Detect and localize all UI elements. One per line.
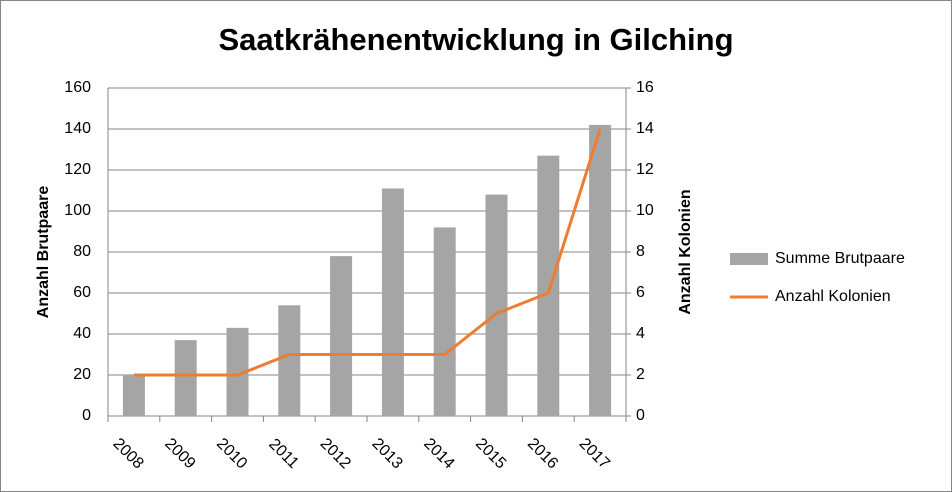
bar — [226, 327, 249, 416]
y2-tick-label: 8 — [636, 243, 645, 260]
y-tick-label: 40 — [73, 325, 91, 342]
y-tick-label: 120 — [64, 161, 91, 178]
bar — [122, 375, 145, 416]
legend-label: Summe Brutpaare — [775, 250, 905, 267]
bar — [485, 194, 508, 416]
y-tick-label: 60 — [73, 284, 91, 301]
y-tick-label: 100 — [64, 202, 91, 219]
y2-tick-label: 6 — [636, 284, 645, 301]
bar — [330, 256, 353, 416]
y2-tick-label: 2 — [636, 366, 645, 383]
y-tick-label: 140 — [64, 120, 91, 137]
line — [133, 128, 602, 377]
y-tick-label: 20 — [73, 366, 91, 383]
bar — [278, 305, 301, 416]
y-tick-label: 80 — [73, 243, 91, 260]
bar — [174, 340, 197, 416]
y2-tick-label: 14 — [636, 120, 654, 137]
bar — [589, 124, 612, 417]
bar — [433, 227, 456, 416]
y-axis-label: Anzahl Brutpaare — [35, 186, 52, 319]
y2-tick-label: 0 — [636, 407, 645, 424]
y2-tick-label: 12 — [636, 161, 654, 178]
legend-label: Anzahl Kolonien — [775, 288, 891, 305]
y-tick-label: 160 — [64, 79, 91, 96]
y2-tick-label: 10 — [636, 202, 654, 219]
y2-axis-label: Anzahl Kolonien — [677, 189, 694, 314]
y-tick-label: 0 — [82, 407, 91, 424]
chart-title: Saatkrähenentwicklung in Gilching — [218, 22, 733, 57]
y2-tick-label: 4 — [636, 325, 645, 342]
bar — [381, 188, 404, 416]
legend-swatch — [730, 253, 768, 265]
y2-tick-label: 16 — [636, 79, 654, 96]
bar — [537, 155, 560, 416]
